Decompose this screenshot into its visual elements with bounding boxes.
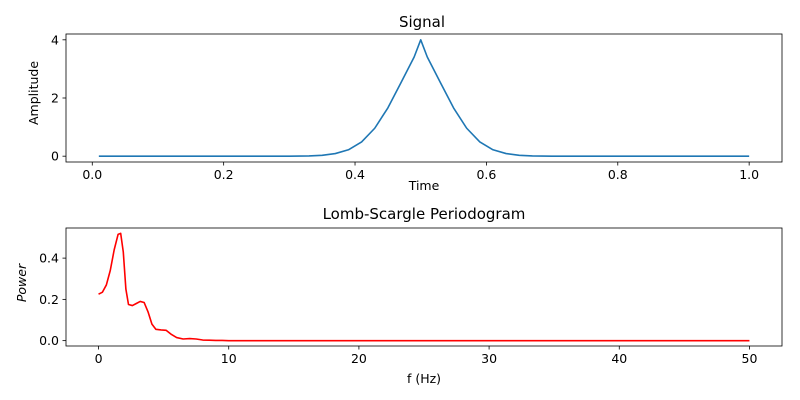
periodogram-panel: Lomb-Scargle Periodogram f (Hz) Power 0 1… — [14, 205, 783, 386]
periodogram-xtick-label: 10 — [221, 351, 237, 366]
signal-panel: Signal Time Amplitude 0.0 0.2 0.4 0.6 0.8 1.0… — [26, 13, 783, 193]
periodogram-xlabel: f (Hz) — [407, 371, 441, 386]
periodogram-ytick-label: 0.2 — [39, 292, 59, 307]
periodogram-ytick-label: 0.0 — [39, 333, 59, 348]
periodogram-xtick-label: 40 — [611, 351, 627, 366]
signal-xtick-label: 0.8 — [608, 167, 628, 182]
periodogram-ytick-label: 0.4 — [39, 251, 59, 266]
periodogram-axes-frame — [65, 227, 783, 347]
signal-ytick-label: 4 — [51, 32, 59, 47]
signal-xtick-label: 0.0 — [82, 167, 102, 182]
signal-series-line-0 — [98, 39, 750, 157]
signal-ytick-label: 0 — [51, 149, 59, 164]
signal-xtick-label: 0.2 — [214, 167, 234, 182]
periodogram-xtick-label: 30 — [481, 351, 497, 366]
periodogram-xtick-label: 50 — [742, 351, 758, 366]
signal-xlabel: Time — [408, 178, 440, 193]
signal-xtick-label: 1.0 — [739, 167, 759, 182]
signal-xtick-label: 0.6 — [476, 167, 496, 182]
signal-title: Signal — [399, 13, 445, 31]
periodogram-series-line-0 — [98, 232, 750, 342]
signal-xtick-label: 0.4 — [345, 167, 365, 182]
periodogram-xtick-label: 0 — [95, 351, 103, 366]
periodogram-ylabel: Power — [14, 263, 29, 302]
signal-ytick-label: 2 — [51, 91, 59, 106]
periodogram-title: Lomb-Scargle Periodogram — [323, 205, 526, 223]
periodogram-xtick-label: 20 — [351, 351, 367, 366]
signal-ylabel: Amplitude — [26, 61, 41, 125]
